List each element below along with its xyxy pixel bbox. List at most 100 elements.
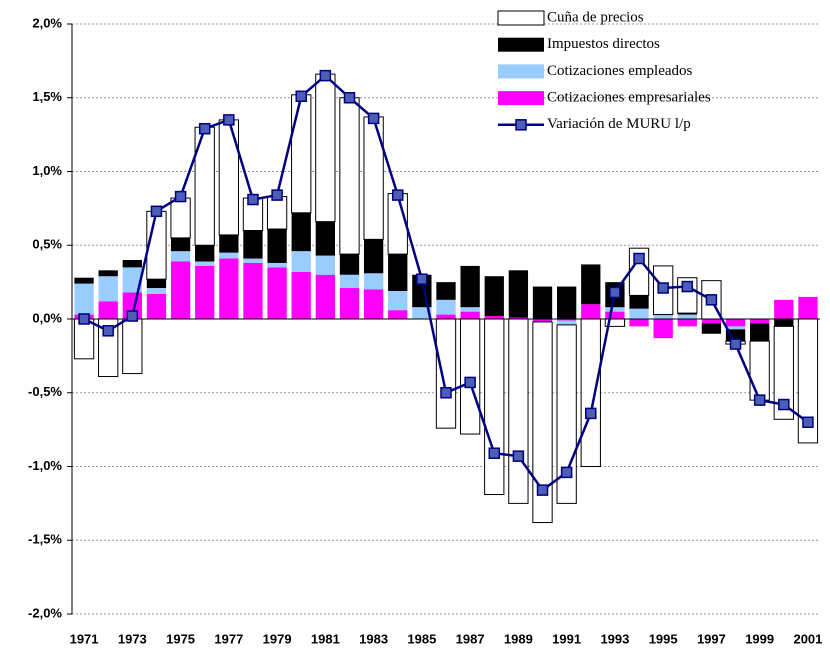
line-marker [729, 338, 742, 350]
bar [195, 261, 215, 266]
bar [219, 252, 239, 259]
x-tick-label: 1995 [649, 631, 678, 646]
bar [146, 293, 167, 319]
bar [219, 234, 239, 253]
bar [195, 245, 215, 262]
bar [266, 196, 288, 230]
bar [146, 279, 167, 289]
bar [146, 288, 167, 294]
line-marker [585, 407, 597, 420]
bar [170, 237, 191, 252]
bar [725, 326, 746, 330]
bar [798, 296, 818, 319]
legend-label: Cotizaciones empresariales [547, 90, 711, 106]
bar [773, 325, 794, 420]
y-tick-label: -1,0% [28, 458, 62, 473]
line-marker [78, 313, 90, 325]
bar [315, 255, 336, 275]
bar [629, 295, 649, 309]
x-tick-label: 2001 [793, 631, 822, 646]
legend-swatch [498, 91, 544, 106]
line-marker [440, 387, 452, 399]
bar [605, 311, 625, 319]
x-tick-label: 1979 [263, 631, 292, 646]
bar [243, 262, 263, 319]
line-marker [247, 193, 259, 206]
bar [243, 230, 263, 259]
bar [532, 319, 553, 322]
bar [556, 320, 577, 325]
bar [750, 319, 770, 324]
bar [195, 265, 215, 319]
bar [581, 304, 601, 319]
x-tick-label: 1991 [552, 631, 581, 646]
bar [315, 274, 336, 319]
x-tick-label: 1997 [697, 631, 726, 646]
bar [218, 119, 239, 236]
bar [508, 318, 529, 504]
bar [122, 260, 142, 268]
bar [629, 319, 649, 327]
bar [436, 299, 456, 315]
bar [750, 323, 770, 342]
line-marker [391, 189, 404, 201]
bar [315, 221, 336, 256]
bar [460, 265, 480, 308]
bar [774, 319, 794, 327]
bar [363, 289, 384, 319]
line-marker [681, 280, 694, 293]
bar [339, 274, 360, 289]
bar [677, 319, 697, 327]
bar [363, 239, 384, 274]
bar [435, 318, 457, 429]
bar [122, 267, 142, 293]
bar [170, 261, 191, 319]
bar [532, 286, 553, 319]
bar [580, 318, 601, 467]
bar [243, 258, 263, 263]
legend-label: Impuestos directos [547, 36, 660, 52]
line-marker [295, 90, 307, 103]
line-marker [174, 190, 187, 203]
bar [701, 323, 722, 334]
bar [484, 276, 504, 317]
y-tick-label: 0,0% [32, 310, 62, 325]
line-marker [753, 394, 766, 406]
bar [339, 97, 360, 255]
bar [267, 262, 287, 268]
y-tick-label: 1,5% [32, 89, 62, 104]
line-marker [633, 252, 645, 265]
line-marker [705, 294, 718, 306]
x-tick-label: 1987 [456, 631, 485, 646]
line-marker [150, 205, 163, 218]
legend-swatch [498, 64, 544, 79]
x-tick-label: 1977 [214, 631, 243, 646]
x-tick-label: 1975 [166, 631, 195, 646]
bar [170, 251, 191, 262]
bar [363, 273, 384, 290]
x-tick-label: 1993 [600, 631, 629, 646]
bar [98, 276, 118, 302]
bar [653, 314, 673, 319]
y-tick-label: 2,0% [32, 15, 62, 30]
bar [315, 73, 336, 223]
line-marker [657, 282, 669, 294]
line-marker [319, 69, 332, 82]
x-tick-label: 1985 [407, 631, 436, 646]
bar [459, 318, 481, 435]
bar [339, 288, 360, 319]
bar [725, 329, 746, 342]
bar [556, 286, 577, 319]
bar [701, 319, 722, 324]
bar [291, 212, 311, 252]
bar [774, 299, 794, 319]
bar [388, 290, 408, 311]
line-marker [536, 484, 549, 496]
bar [267, 229, 287, 263]
x-tick-label: 1983 [359, 631, 388, 646]
bar [291, 251, 311, 272]
bar [436, 314, 456, 319]
bar [508, 317, 529, 319]
line-marker [343, 92, 356, 104]
